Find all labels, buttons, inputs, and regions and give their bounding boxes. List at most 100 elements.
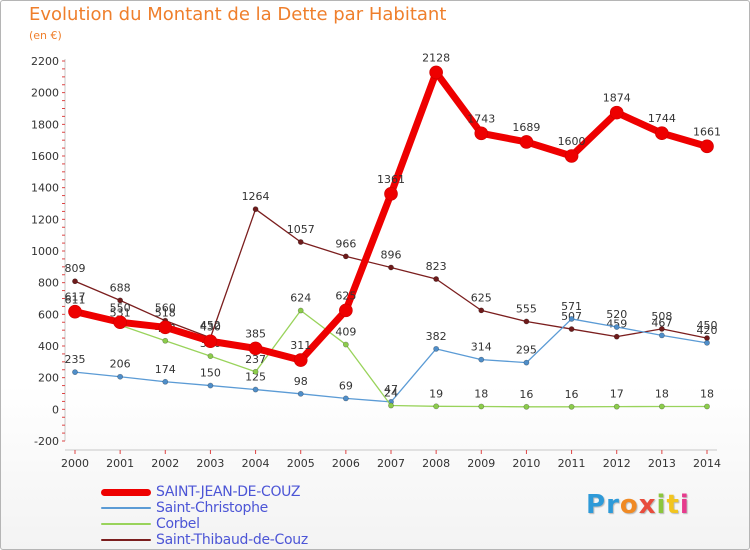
data-point-saint-christophe <box>252 386 259 393</box>
data-label-saint-christophe: 467 <box>651 316 672 329</box>
data-point-saint-jean-de-couz <box>68 304 82 319</box>
data-point-saint-jean-de-couz <box>384 187 398 201</box>
data-label-saint-christophe: 47 <box>384 383 398 396</box>
data-label-corbel: 18 <box>700 387 714 400</box>
data-point-saint-christophe <box>658 332 665 339</box>
unit-label: (en €) <box>29 29 62 42</box>
data-label-saint-jean-de-couz: 625 <box>335 289 356 302</box>
data-label-corbel: 17 <box>610 388 624 401</box>
legend-label: Saint-Christophe <box>156 500 268 516</box>
data-point-saint-jean-de-couz <box>429 65 443 80</box>
data-label-corbel: 18 <box>474 387 488 400</box>
data-label-corbel: 19 <box>429 387 443 400</box>
data-point-saint-jean-de-couz <box>655 126 669 140</box>
data-point-saint-jean-de-couz <box>248 341 263 356</box>
data-point-saint-christophe <box>207 382 214 389</box>
data-point-saint-christophe <box>523 359 530 366</box>
y-tick-label: 1400 <box>31 182 59 195</box>
legend-label: Corbel <box>156 516 200 532</box>
data-label-saint-thibaud-de-couz: 452 <box>200 319 221 332</box>
y-tick-label: 400 <box>38 340 59 353</box>
data-label-saint-jean-de-couz: 518 <box>155 306 176 319</box>
x-tick-label: 2012 <box>603 457 631 470</box>
logo-letter: i <box>679 490 690 520</box>
data-point-saint-jean-de-couz <box>519 135 534 149</box>
data-point-saint-thibaud-de-couz <box>433 276 440 282</box>
data-label-saint-jean-de-couz: 1661 <box>693 125 721 138</box>
data-label-saint-christophe: 125 <box>245 371 266 384</box>
data-label-saint-christophe: 314 <box>471 341 492 354</box>
data-label-saint-christophe: 235 <box>65 353 86 366</box>
data-label-saint-jean-de-couz: 1600 <box>558 135 586 148</box>
data-label-saint-christophe: 571 <box>561 300 582 313</box>
y-tick-label: 1800 <box>31 118 59 131</box>
data-point-saint-christophe <box>613 324 620 330</box>
x-tick-label: 2011 <box>558 457 586 470</box>
data-point-saint-christophe <box>117 373 124 380</box>
x-tick-label: 2009 <box>467 457 495 470</box>
legend-swatch <box>101 507 151 509</box>
data-label-saint-christophe: 295 <box>516 344 537 357</box>
x-tick-label: 2008 <box>422 457 450 470</box>
data-label-saint-christophe: 150 <box>200 367 221 380</box>
data-label-saint-christophe: 174 <box>155 363 176 376</box>
y-tick-label: 800 <box>38 277 59 290</box>
x-tick-label: 2001 <box>106 457 134 470</box>
data-point-saint-jean-de-couz <box>474 126 489 141</box>
data-label-corbel: 531 <box>110 306 131 319</box>
data-label-saint-thibaud-de-couz: 823 <box>426 260 447 273</box>
data-label-saint-jean-de-couz: 311 <box>290 339 311 352</box>
data-label-saint-christophe: 69 <box>339 379 353 392</box>
logo-letter: t <box>666 490 680 520</box>
data-point-saint-jean-de-couz <box>293 353 308 367</box>
data-point-corbel <box>568 403 575 410</box>
x-tick-label: 2003 <box>196 457 224 470</box>
data-point-saint-christophe <box>72 369 78 376</box>
data-point-saint-thibaud-de-couz <box>388 264 394 271</box>
data-point-saint-jean-de-couz <box>609 105 624 120</box>
y-tick-label: 200 <box>38 372 59 385</box>
data-label-saint-jean-de-couz: 385 <box>245 327 266 340</box>
data-label-saint-jean-de-couz: 2128 <box>422 51 450 64</box>
data-point-saint-christophe <box>433 345 440 352</box>
data-point-corbel <box>523 403 530 410</box>
x-tick-label: 2004 <box>242 457 270 470</box>
data-label-saint-thibaud-de-couz: 625 <box>471 291 492 304</box>
data-point-saint-thibaud-de-couz <box>523 318 530 325</box>
logo-letter: o <box>619 490 639 520</box>
data-label-saint-jean-de-couz: 1744 <box>648 112 676 125</box>
data-point-corbel <box>658 403 665 410</box>
data-point-saint-thibaud-de-couz <box>252 206 259 213</box>
data-label-saint-thibaud-de-couz: 896 <box>381 248 402 261</box>
data-point-saint-christophe <box>297 390 304 397</box>
y-tick-label: 2000 <box>31 87 59 100</box>
proxiti-logo: Proxiti <box>586 490 690 520</box>
data-point-saint-christophe <box>704 339 710 346</box>
data-label-saint-thibaud-de-couz: 555 <box>516 302 537 315</box>
data-label-saint-thibaud-de-couz: 1264 <box>242 190 270 203</box>
data-point-saint-christophe <box>342 395 349 402</box>
data-label-saint-christophe: 520 <box>606 308 627 321</box>
y-tick-label: 0 <box>52 403 59 416</box>
data-point-saint-thibaud-de-couz <box>568 326 575 332</box>
y-tick-label: 600 <box>38 308 59 321</box>
data-point-saint-thibaud-de-couz <box>297 239 304 245</box>
y-tick-label: 1600 <box>31 150 59 163</box>
data-label-saint-jean-de-couz: 1874 <box>603 92 631 105</box>
data-point-saint-thibaud-de-couz <box>478 307 485 314</box>
data-point-saint-jean-de-couz <box>339 303 353 318</box>
data-label-corbel: 624 <box>290 292 311 305</box>
data-point-corbel <box>613 403 620 410</box>
y-tick-label: 2200 <box>31 55 59 68</box>
data-label-saint-thibaud-de-couz: 1057 <box>287 223 315 236</box>
y-tick-label: 1200 <box>31 213 59 226</box>
x-tick-label: 2014 <box>693 457 721 470</box>
data-label-corbel: 16 <box>519 388 533 401</box>
x-tick-label: 2010 <box>512 457 540 470</box>
data-point-corbel <box>342 341 349 348</box>
data-point-corbel <box>297 307 304 314</box>
data-point-saint-jean-de-couz <box>203 334 218 349</box>
data-label-saint-christophe: 420 <box>697 324 718 337</box>
y-tick-label: -200 <box>34 435 59 448</box>
